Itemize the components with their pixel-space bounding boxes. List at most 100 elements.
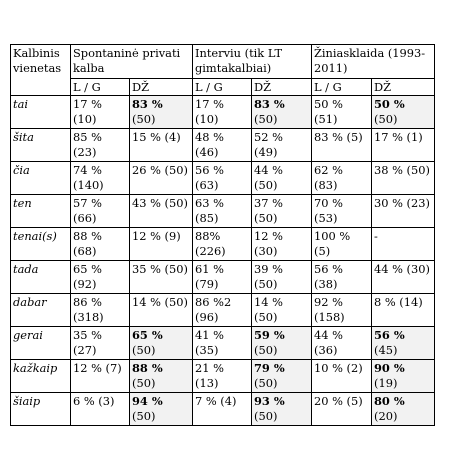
row-label: kažkaip bbox=[10, 359, 71, 393]
table-cell: 37 % (50) bbox=[251, 194, 312, 228]
subheader-dz: DŽ bbox=[371, 78, 435, 96]
cell-count: (50) bbox=[374, 112, 398, 126]
cell-percent: 93 % bbox=[254, 394, 285, 408]
table-cell-highlight: 80 % (20) bbox=[371, 392, 435, 426]
table-cell: 86 % (318) bbox=[70, 293, 130, 327]
row-label: tenai(s) bbox=[10, 227, 71, 261]
table-cell: 85 % (23) bbox=[70, 128, 130, 162]
table-cell: 17 % (10) bbox=[192, 95, 252, 129]
cell-percent: 65 % bbox=[132, 328, 163, 342]
subheader-dz: DŽ bbox=[251, 78, 312, 96]
table-cell-highlight: 56 % (45) bbox=[371, 326, 435, 360]
table-cell: 88% (226) bbox=[192, 227, 252, 261]
table-cell: 48 % (46) bbox=[192, 128, 252, 162]
row-label: tada bbox=[10, 260, 71, 294]
table-cell: 63 % (85) bbox=[192, 194, 252, 228]
subheader-lg: L / G bbox=[70, 78, 130, 96]
cell-count: (50) bbox=[254, 112, 278, 126]
cell-count: (45) bbox=[374, 343, 398, 357]
table-cell: 70 % (53) bbox=[311, 194, 372, 228]
table-row: kažkaip 12 % (7) 88 % (50) 21 % (13) 79 %… bbox=[10, 359, 435, 393]
table-cell: 65 % (92) bbox=[70, 260, 130, 294]
table-cell: 35 % (50) bbox=[129, 260, 193, 294]
table-row: šiaip 6 % (3) 94 % (50) 7 % (4) 93 % (50) … bbox=[10, 392, 435, 426]
table-cell: 38 % (50) bbox=[371, 161, 435, 195]
cell-percent: 59 % bbox=[254, 328, 285, 342]
table-cell: 56 % (63) bbox=[192, 161, 252, 195]
table-cell: 88 % (68) bbox=[70, 227, 130, 261]
table-cell: 21 % (13) bbox=[192, 359, 252, 393]
table-cell: 35 % (27) bbox=[70, 326, 130, 360]
table-cell: 17 % (10) bbox=[70, 95, 130, 129]
cell-count: (50) bbox=[132, 409, 156, 423]
cell-count: (50) bbox=[132, 376, 156, 390]
cell-percent: 88 % bbox=[132, 361, 163, 375]
row-label: tai bbox=[10, 95, 71, 129]
table-cell: 10 % (2) bbox=[311, 359, 372, 393]
table-cell-highlight: 79 % (50) bbox=[251, 359, 312, 393]
table-row: tada 65 % (92) 35 % (50) 61 % (79) 39 % … bbox=[10, 260, 435, 294]
table-cell: 14 % (50) bbox=[129, 293, 193, 327]
header-row: Kalbinis vienetas Spontaninė privati kal… bbox=[10, 44, 435, 96]
row-label: ten bbox=[10, 194, 71, 228]
table-cell: 26 % (50) bbox=[129, 161, 193, 195]
table-cell: 83 % (5) bbox=[311, 128, 372, 162]
row-label: šita bbox=[10, 128, 71, 162]
table-cell: 15 % (4) bbox=[129, 128, 193, 162]
table-cell: 57 % (66) bbox=[70, 194, 130, 228]
table-cell: 50 % (51) bbox=[311, 95, 372, 129]
subheader-lg: L / G bbox=[311, 78, 372, 96]
cell-percent: 83 % bbox=[132, 97, 163, 111]
table-cell: 41 % (35) bbox=[192, 326, 252, 360]
table-row: gerai 35 % (27) 65 % (50) 41 % (35) 59 % (… bbox=[10, 326, 435, 360]
table-cell: 17 % (1) bbox=[371, 128, 435, 162]
header-group-media: Žiniasklaida (1993-2011) bbox=[311, 44, 435, 79]
table-cell: 12 % (9) bbox=[129, 227, 193, 261]
table-cell: 56 % (38) bbox=[311, 260, 372, 294]
cell-count: (50) bbox=[132, 343, 156, 357]
row-label: gerai bbox=[10, 326, 71, 360]
table-cell: 100 % (5) bbox=[311, 227, 372, 261]
subheader-row: L / G DŽ L / G DŽ L / G DŽ bbox=[11, 78, 435, 96]
table-cell-highlight: 90 % (19) bbox=[371, 359, 435, 393]
cell-percent: 90 % bbox=[374, 361, 405, 375]
cell-percent: 79 % bbox=[254, 361, 285, 375]
row-label: šiaip bbox=[10, 392, 71, 426]
table-cell: 39 % (50) bbox=[251, 260, 312, 294]
table-cell: 8 % (14) bbox=[371, 293, 435, 327]
table-cell-highlight: 83 % (50) bbox=[129, 95, 193, 129]
table-cell: 30 % (23) bbox=[371, 194, 435, 228]
cell-percent: 83 % bbox=[254, 97, 285, 111]
table-cell: 52 % (49) bbox=[251, 128, 312, 162]
cell-count: (50) bbox=[132, 112, 156, 126]
table-cell: 86 %2 (96) bbox=[192, 293, 252, 327]
subheader-dz: DŽ bbox=[129, 78, 193, 96]
cell-count: (20) bbox=[374, 409, 398, 423]
table-row: dabar 86 % (318) 14 % (50) 86 %2 (96) 14… bbox=[10, 293, 435, 327]
table-cell: - bbox=[371, 227, 435, 261]
cell-percent: 80 % bbox=[374, 394, 405, 408]
header-group-interview: Interviu (tik LT gimtakalbiai) bbox=[192, 44, 312, 79]
row-label: čia bbox=[10, 161, 71, 195]
cell-percent: 50 % bbox=[374, 97, 405, 111]
cell-count: (50) bbox=[254, 376, 278, 390]
table-cell-highlight: 50 % (50) bbox=[371, 95, 435, 129]
subheader-lg: L / G bbox=[192, 78, 252, 96]
table-cell: 12 % (7) bbox=[70, 359, 130, 393]
table-cell-highlight: 65 % (50) bbox=[129, 326, 193, 360]
table-cell: 44 % (30) bbox=[371, 260, 435, 294]
table-row: tenai(s) 88 % (68) 12 % (9) 88% (226) 12… bbox=[10, 227, 435, 261]
table-row: ten 57 % (66) 43 % (50) 63 % (85) 37 % (… bbox=[10, 194, 435, 228]
table-cell: 44 % (50) bbox=[251, 161, 312, 195]
table-cell-highlight: 93 % (50) bbox=[251, 392, 312, 426]
table-cell: 62 % (83) bbox=[311, 161, 372, 195]
table-cell: 92 % (158) bbox=[311, 293, 372, 327]
table-cell-highlight: 94 % (50) bbox=[129, 392, 193, 426]
table-row: šita 85 % (23) 15 % (4) 48 % (46) 52 % (… bbox=[10, 128, 435, 162]
cell-count: (50) bbox=[254, 409, 278, 423]
cell-percent: 94 % bbox=[132, 394, 163, 408]
header-unit: Kalbinis vienetas bbox=[10, 44, 71, 96]
cell-count: (19) bbox=[374, 376, 398, 390]
table-cell-highlight: 88 % (50) bbox=[129, 359, 193, 393]
table-wrapper: Kalbinis vienetas Spontaninė privati kal… bbox=[10, 44, 435, 426]
